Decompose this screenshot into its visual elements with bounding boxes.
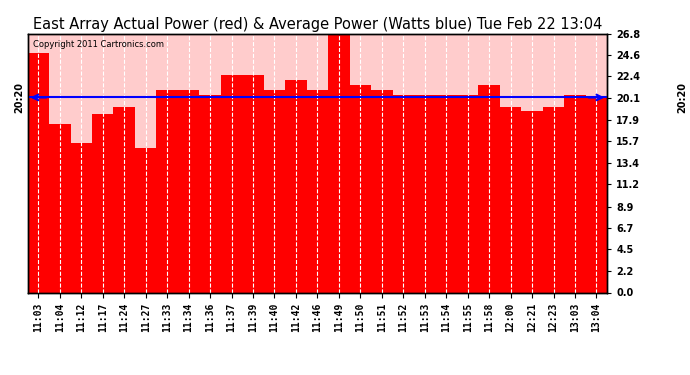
Text: East Array Actual Power (red) & Average Power (Watts blue) Tue Feb 22 13:04: East Array Actual Power (red) & Average … [32, 17, 602, 32]
Bar [199, 94, 221, 292]
Bar [478, 85, 500, 292]
Bar [522, 111, 543, 292]
Bar [564, 94, 586, 292]
Bar [92, 114, 113, 292]
Bar [586, 99, 607, 292]
Bar [135, 148, 157, 292]
Bar [70, 143, 92, 292]
Bar [414, 94, 435, 292]
Text: 20:20: 20:20 [677, 82, 687, 113]
Bar [457, 94, 478, 292]
Bar [285, 80, 306, 292]
Bar [157, 90, 178, 292]
Bar [543, 107, 564, 292]
Text: Copyright 2011 Cartronics.com: Copyright 2011 Cartronics.com [33, 40, 164, 49]
Bar [328, 34, 350, 292]
Bar [350, 85, 371, 292]
Bar [435, 94, 457, 292]
Bar [178, 90, 199, 292]
Bar [306, 90, 328, 292]
Bar [393, 94, 414, 292]
Bar [500, 107, 522, 292]
Bar [371, 90, 393, 292]
Bar [264, 90, 285, 292]
Bar [242, 75, 264, 292]
Bar [49, 123, 70, 292]
Bar [113, 107, 135, 292]
Bar [28, 53, 49, 292]
Bar [221, 75, 242, 292]
Text: 20:20: 20:20 [14, 82, 25, 113]
